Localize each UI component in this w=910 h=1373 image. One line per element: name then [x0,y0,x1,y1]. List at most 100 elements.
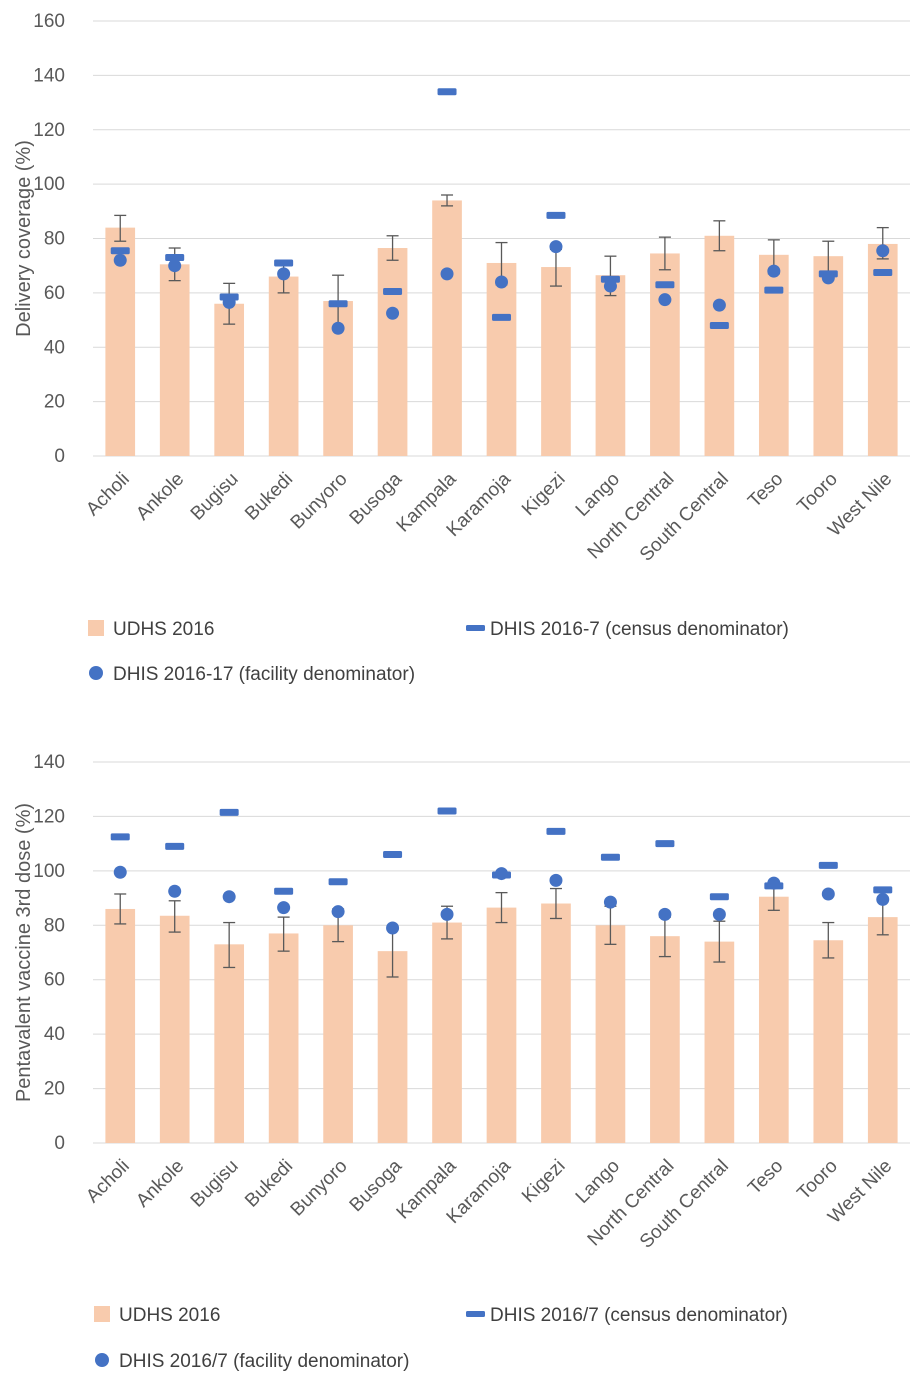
pentavalent-bar-acholi [105,908,136,1143]
pentavalent-y-tick-label: 0 [54,1133,65,1154]
delivery-facility-marker-kigezi [549,240,563,254]
pentavalent-y-tick-label: 20 [44,1079,65,1100]
pentavalent-bar-teso [758,896,789,1143]
delivery-facility-marker-south-central [712,298,726,312]
pentavalent-facility-marker-busoga [386,921,400,935]
delivery-census-marker-lango [600,275,620,283]
delivery-category-label: Tooro [793,469,841,517]
pentavalent-y-tick-label: 80 [44,915,65,936]
pentavalent-facility-marker-lango [603,895,617,909]
delivery-category-label: Bugisu [187,469,243,525]
delivery-census-marker-karamoja [492,313,511,321]
pentavalent-census-marker-bugisu [219,808,239,816]
pentavalent-census-marker-tooro [818,861,838,869]
delivery-category-label: Kigezi [518,469,569,520]
delivery-census-marker-bukedi [274,259,294,267]
delivery-census-marker-kampala [437,88,457,96]
delivery-bar-kampala [432,200,462,456]
pentavalent-legend-label-census: DHIS 2016/7 (census denominator) [490,1305,788,1326]
delivery-bar-ankole [159,264,190,456]
pentavalent-category-label: Acholi [82,1156,133,1207]
pentavalent-bar-bukedi [268,933,299,1143]
pentavalent-legend-bar-swatch [94,1306,110,1322]
pentavalent-vaccine-chart: 0 20 40 60 80 100 120 140 Pentavalent vaccine 3r… [0,700,910,1373]
pentavalent-bar-kigezi [541,903,571,1143]
delivery-legend-census-swatch [466,625,485,631]
pentavalent-census-marker-busoga [383,851,403,859]
pentavalent-facility-marker-south-central [712,907,726,921]
pentavalent-facility-marker-bunyoro [331,905,345,919]
delivery-facility-marker-bugisu [222,295,236,309]
delivery-facility-marker-north-central [658,293,672,307]
delivery-census-marker-acholi [110,247,130,255]
delivery-y-tick-label: 100 [33,174,65,195]
pentavalent-facility-marker-ankole [168,884,182,898]
delivery-bar-kigezi [541,267,571,456]
pentavalent-facility-marker-west-nile [876,892,890,906]
delivery-facility-marker-busoga [386,306,400,320]
pentavalent-y-tick-label: 100 [33,861,65,882]
pentavalent-facility-marker-tooro [821,887,835,901]
pentavalent-facility-marker-teso [767,876,781,890]
pentavalent-bar-bunyoro [323,925,353,1143]
delivery-census-marker-ankole [165,254,185,262]
pentavalent-y-tick-label: 140 [33,752,65,773]
pentavalent-y-tick-label: 120 [33,806,65,827]
pentavalent-category-label: Lango [572,1156,624,1208]
delivery-bar-south-central [704,235,735,456]
delivery-legend-label-udhs: UDHS 2016 [113,619,214,640]
pentavalent-census-marker-lango [600,853,620,861]
delivery-facility-marker-west-nile [876,244,890,258]
delivery-y-tick-label: 160 [33,11,65,32]
delivery-census-marker-kigezi [546,211,566,219]
pentavalent-census-marker-kampala [437,807,457,815]
pentavalent-census-marker-north-central [655,840,675,848]
delivery-facility-marker-bunyoro [331,321,345,335]
delivery-legend-label-facility: DHIS 2016-17 (facility denominator) [113,664,415,685]
pentavalent-bar-ankole [159,915,190,1143]
delivery-bar-busoga [377,248,408,456]
delivery-bar-karamoja [486,262,517,456]
pentavalent-facility-marker-bugisu [222,890,236,904]
pentavalent-bar-kampala [432,922,462,1143]
delivery-y-axis-label: Delivery coverage (%) [13,140,35,337]
pentavalent-bar-west-nile [867,917,898,1143]
delivery-facility-marker-acholi [113,253,127,267]
delivery-y-tick-label: 40 [44,337,65,358]
pentavalent-census-marker-kigezi [546,827,566,835]
delivery-legend-label-census: DHIS 2016-7 (census denominator) [490,619,789,640]
delivery-census-marker-north-central [655,281,675,289]
delivery-facility-marker-lango [603,279,617,293]
delivery-bar-bugisu [214,303,245,456]
pentavalent-bar-busoga [377,951,408,1143]
delivery-category-label: Teso [744,469,787,512]
delivery-census-marker-bunyoro [328,300,348,308]
pentavalent-census-marker-south-central [709,893,729,901]
delivery-bar-bukedi [268,276,299,456]
delivery-facility-marker-bukedi [277,267,291,281]
pentavalent-bar-lango [595,925,626,1143]
pentavalent-legend-census-swatch [466,1311,485,1317]
pentavalent-census-marker-bunyoro [328,878,348,886]
delivery-legend-facility-swatch [89,666,103,680]
pentavalent-legend-facility-swatch [95,1353,109,1367]
delivery-facility-marker-kampala [440,267,454,281]
delivery-bar-west-nile [867,243,898,456]
pentavalent-census-marker-ankole [165,842,185,850]
pentavalent-y-tick-label: 60 [44,970,65,991]
delivery-category-label: Ankole [132,469,188,525]
pentavalent-category-label: Tooro [793,1156,841,1204]
pentavalent-facility-marker-karamoja [495,867,508,881]
delivery-coverage-svg: 0 20 40 60 80 100 120 140 160 Delivery coverage (… [13,11,910,685]
delivery-census-marker-south-central [709,322,729,329]
pentavalent-category-label: Ankole [132,1156,188,1212]
pentavalent-y-tick-label: 40 [44,1024,65,1045]
pentavalent-census-marker-west-nile [873,886,893,894]
delivery-bar-tooro [813,256,844,456]
delivery-category-label: Lango [572,469,624,521]
delivery-bar-teso [758,254,789,456]
pentavalent-bar-tooro [813,940,844,1143]
pentavalent-facility-marker-north-central [658,907,672,921]
delivery-y-tick-label: 60 [44,283,65,304]
pentavalent-category-label: Teso [744,1156,787,1199]
